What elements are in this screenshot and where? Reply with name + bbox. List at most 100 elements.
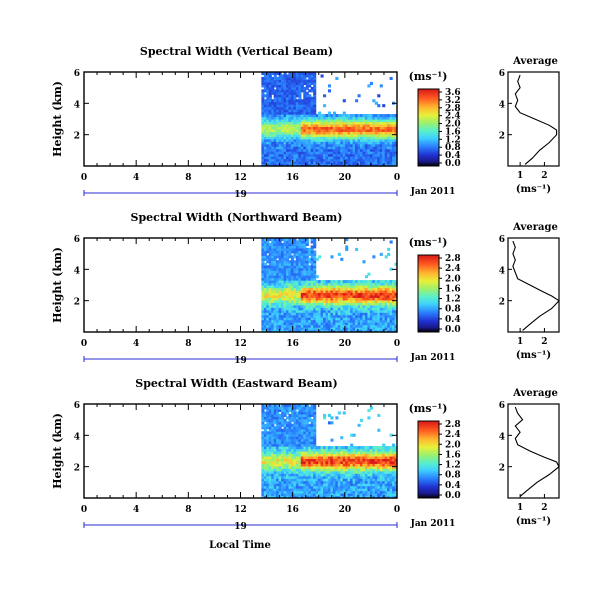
heatmap-cell xyxy=(310,423,314,427)
heatmap-cell xyxy=(327,119,332,123)
heatmap-cell xyxy=(340,148,344,152)
heatmap-cell xyxy=(281,285,285,289)
heatmap-cell xyxy=(271,285,275,289)
heatmap-cell xyxy=(372,307,376,311)
heatmap-cell xyxy=(323,163,327,167)
heatmap-cell xyxy=(323,453,327,457)
heatmap-cell xyxy=(300,74,304,78)
heatmap-cell xyxy=(384,123,388,128)
heatmap-cell xyxy=(367,329,371,333)
heatmap-cell xyxy=(372,463,376,467)
heatmap-cell xyxy=(283,109,287,113)
heatmap-cell xyxy=(389,314,393,318)
heatmap-cell xyxy=(310,148,314,152)
heatmap-cell xyxy=(281,270,285,274)
heatmap-cell xyxy=(263,455,267,460)
heatmap-cell xyxy=(273,81,277,85)
heatmap-cell xyxy=(364,119,369,123)
heatmap-cell xyxy=(278,451,282,455)
heatmap-cell xyxy=(325,116,329,120)
heatmap-cell xyxy=(364,136,369,140)
heatmap-cell xyxy=(364,153,369,157)
heatmap-cell xyxy=(315,275,319,279)
heatmap-cell xyxy=(350,488,354,492)
heatmap-cell xyxy=(276,91,280,95)
heatmap-cell xyxy=(303,282,307,286)
heatmap-cell xyxy=(290,423,295,427)
heatmap-cell xyxy=(300,468,304,472)
heatmap-cell xyxy=(392,287,396,291)
heatmap-cell xyxy=(369,114,373,118)
heatmap-cell xyxy=(283,247,287,251)
heatmap-cell xyxy=(360,314,364,318)
heatmap-cell xyxy=(268,483,272,487)
heatmap-cell xyxy=(315,163,319,167)
heatmap-cell xyxy=(295,436,299,440)
heatmap-cell xyxy=(305,272,309,276)
heatmap-cell xyxy=(384,307,388,311)
heatmap-cell xyxy=(325,138,329,142)
heatmap-cell xyxy=(308,451,312,455)
heatmap-cell xyxy=(374,460,378,464)
x-tick-label: 12 xyxy=(234,339,247,349)
heatmap-cell xyxy=(327,292,332,296)
heatmap-cell xyxy=(305,404,309,408)
heatmap-cell xyxy=(332,116,336,120)
heatmap-cell xyxy=(392,317,396,321)
heatmap-cell xyxy=(261,282,265,286)
heatmap-cell xyxy=(303,418,307,422)
heatmap-cell xyxy=(367,473,371,477)
heatmap-cell xyxy=(308,299,312,303)
colorbar-tick-label: 1.6 xyxy=(445,127,461,137)
heatmap-cell xyxy=(310,267,314,271)
heatmap-cell xyxy=(268,431,272,435)
heatmap-cell xyxy=(355,285,359,289)
heatmap-cell xyxy=(286,324,290,328)
heatmap-cell xyxy=(387,451,391,455)
heatmap-cell xyxy=(300,327,304,331)
heatmap-cell xyxy=(308,453,312,457)
heatmap-cell xyxy=(273,247,277,251)
heatmap-cell xyxy=(350,448,354,452)
heatmap-cell xyxy=(266,84,270,88)
heatmap-cell xyxy=(300,428,304,432)
heatmap-cell xyxy=(263,277,267,281)
heatmap-cell xyxy=(300,446,304,450)
heatmap-cell xyxy=(389,453,393,457)
heatmap-cell xyxy=(278,265,282,269)
heatmap-cell xyxy=(290,153,295,157)
heatmap-cell xyxy=(325,280,329,284)
heatmap-cell xyxy=(372,289,376,294)
heatmap-cell xyxy=(263,270,267,274)
heatmap-cell xyxy=(313,324,317,328)
heatmap-cell xyxy=(283,463,287,467)
heatmap-cell xyxy=(360,309,364,313)
heatmap-cell xyxy=(273,317,277,321)
heatmap-cell xyxy=(305,473,309,477)
heatmap-cell xyxy=(303,475,307,479)
heatmap-cell xyxy=(293,446,297,450)
heatmap-cell xyxy=(290,312,295,316)
heatmap-cell xyxy=(362,451,366,455)
heatmap-cell xyxy=(295,101,299,105)
heatmap-cell xyxy=(290,448,295,452)
heatmap-cell xyxy=(278,123,282,128)
heatmap-cell xyxy=(377,285,381,289)
heatmap-cell xyxy=(281,151,285,155)
heatmap-cell xyxy=(290,453,295,457)
heatmap-cell xyxy=(303,468,307,472)
heatmap-cell xyxy=(382,116,386,120)
heatmap-cell xyxy=(278,408,282,413)
heatmap-cell xyxy=(342,299,346,303)
heatmap-cell xyxy=(342,493,346,497)
heatmap-cell xyxy=(271,463,275,467)
heatmap-cell xyxy=(268,406,272,410)
heatmap-cell xyxy=(330,158,334,162)
heatmap-cell xyxy=(278,133,282,137)
heatmap-cell xyxy=(340,304,344,308)
heatmap-cell xyxy=(362,319,366,323)
heatmap-cell xyxy=(298,485,302,489)
heatmap-cell xyxy=(290,304,295,308)
heatmap-cell xyxy=(332,478,336,482)
heatmap-cell xyxy=(313,163,317,167)
